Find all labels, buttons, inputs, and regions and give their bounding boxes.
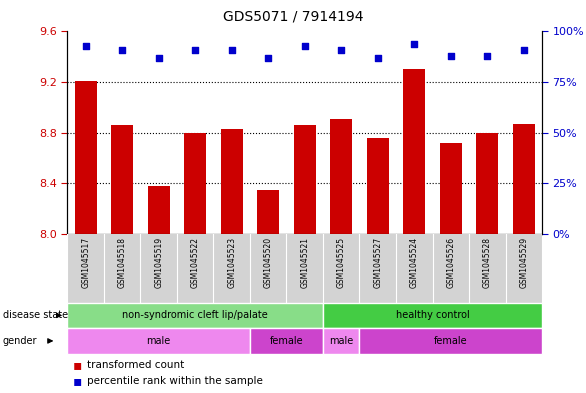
Text: GSM1045527: GSM1045527 bbox=[373, 237, 382, 288]
Text: healthy control: healthy control bbox=[396, 310, 469, 320]
Point bbox=[446, 53, 455, 59]
Bar bbox=[221, 129, 243, 234]
Text: gender: gender bbox=[3, 336, 38, 346]
Text: female: female bbox=[434, 336, 468, 346]
Text: percentile rank within the sample: percentile rank within the sample bbox=[87, 376, 263, 386]
Point bbox=[264, 55, 273, 61]
Text: male: male bbox=[329, 336, 353, 346]
Point bbox=[336, 46, 346, 53]
Text: male: male bbox=[146, 336, 171, 346]
Bar bbox=[323, 303, 542, 328]
Text: GSM1045517: GSM1045517 bbox=[81, 237, 90, 288]
Text: GSM1045523: GSM1045523 bbox=[227, 237, 236, 288]
Bar bbox=[367, 138, 389, 234]
Point bbox=[154, 55, 163, 61]
Text: transformed count: transformed count bbox=[87, 360, 184, 370]
Point bbox=[190, 46, 200, 53]
Bar bbox=[111, 125, 133, 234]
Point bbox=[81, 42, 90, 49]
Text: GSM1045520: GSM1045520 bbox=[264, 237, 272, 288]
Point bbox=[483, 53, 492, 59]
Text: ▪: ▪ bbox=[73, 358, 83, 372]
Text: GSM1045519: GSM1045519 bbox=[154, 237, 163, 288]
Bar bbox=[148, 186, 169, 234]
Bar bbox=[440, 143, 462, 234]
Text: GSM1045529: GSM1045529 bbox=[519, 237, 529, 288]
Point bbox=[117, 46, 127, 53]
Text: GSM1045521: GSM1045521 bbox=[300, 237, 309, 288]
Text: disease state: disease state bbox=[3, 310, 68, 320]
Bar bbox=[294, 125, 316, 234]
Bar bbox=[184, 132, 206, 234]
Text: GSM1045518: GSM1045518 bbox=[118, 237, 127, 288]
Text: GSM1045528: GSM1045528 bbox=[483, 237, 492, 288]
Bar bbox=[323, 328, 359, 354]
Bar bbox=[359, 328, 542, 354]
Point bbox=[519, 46, 529, 53]
Bar bbox=[67, 303, 323, 328]
Text: GSM1045525: GSM1045525 bbox=[337, 237, 346, 288]
Point bbox=[373, 55, 383, 61]
Bar bbox=[476, 132, 498, 234]
Bar bbox=[67, 328, 250, 354]
Bar bbox=[403, 70, 425, 234]
Bar bbox=[331, 119, 352, 234]
Bar bbox=[513, 124, 535, 234]
Text: ▪: ▪ bbox=[73, 374, 83, 388]
Bar bbox=[257, 189, 279, 234]
Point bbox=[410, 40, 419, 47]
Text: non-syndromic cleft lip/palate: non-syndromic cleft lip/palate bbox=[122, 310, 268, 320]
Bar bbox=[74, 81, 97, 234]
Bar bbox=[250, 328, 323, 354]
Text: GDS5071 / 7914194: GDS5071 / 7914194 bbox=[223, 10, 363, 24]
Text: GSM1045526: GSM1045526 bbox=[447, 237, 455, 288]
Text: GSM1045524: GSM1045524 bbox=[410, 237, 419, 288]
Point bbox=[227, 46, 236, 53]
Text: GSM1045522: GSM1045522 bbox=[190, 237, 200, 288]
Point bbox=[300, 42, 309, 49]
Text: female: female bbox=[270, 336, 304, 346]
